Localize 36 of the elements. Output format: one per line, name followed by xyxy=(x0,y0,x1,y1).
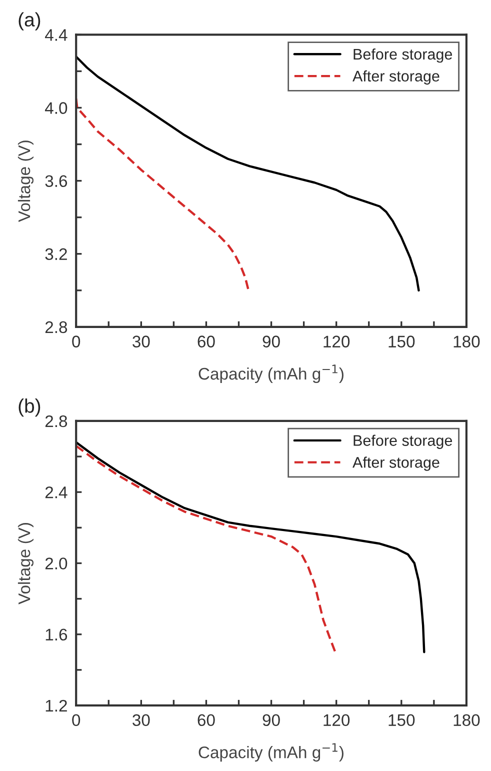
x-tick-label: 30 xyxy=(132,336,150,348)
y-tick-label: 4.4 xyxy=(44,29,68,41)
y-tick-label: 2.4 xyxy=(45,486,68,498)
y-tick-label: 2.8 xyxy=(45,415,68,428)
y-tick-label: 2.8 xyxy=(45,321,68,334)
x-tick-label: 90 xyxy=(262,336,280,348)
x-axis-title: Capacity (mAh g$^{−1}$) xyxy=(198,743,344,762)
legend-label: After storage xyxy=(352,456,440,471)
legend-label: Before storage xyxy=(354,434,452,449)
chart-title: (b) xyxy=(18,398,40,417)
y-tick-label: 1.2 xyxy=(46,700,67,712)
x-tick-label: 60 xyxy=(198,714,215,726)
y-axis-title: Voltage (V) xyxy=(18,523,34,604)
x-tick-label: 90 xyxy=(262,714,280,726)
x-tick-label: 180 xyxy=(454,714,480,726)
x-tick-label: 120 xyxy=(324,336,350,348)
line-series xyxy=(76,98,250,292)
x-tick-label: 150 xyxy=(388,714,415,726)
x-tick-label: 120 xyxy=(324,714,350,726)
x-tick-label: 180 xyxy=(454,336,480,348)
y-axis-title: Voltage (V) xyxy=(18,140,34,222)
y-tick-label: 4.0 xyxy=(44,102,68,114)
legend-label: Before storage xyxy=(354,48,452,63)
line-series xyxy=(76,444,336,654)
legend-label: After storage xyxy=(352,70,440,85)
x-axis-title: Capacity (mAh g$^{−1}$) xyxy=(198,364,344,384)
x-tick-label: 150 xyxy=(388,336,415,348)
x-tick-label: 0 xyxy=(72,336,80,348)
y-tick-label: 1.6 xyxy=(46,628,68,641)
y-tick-label: 2.0 xyxy=(45,558,68,570)
y-tick-label: 3.6 xyxy=(45,175,68,188)
x-tick-label: 30 xyxy=(132,714,150,726)
y-tick-label: 3.2 xyxy=(45,248,67,260)
x-tick-label: 0 xyxy=(72,714,80,726)
x-tick-label: 60 xyxy=(198,336,215,348)
chart-title: (a) xyxy=(18,12,40,30)
